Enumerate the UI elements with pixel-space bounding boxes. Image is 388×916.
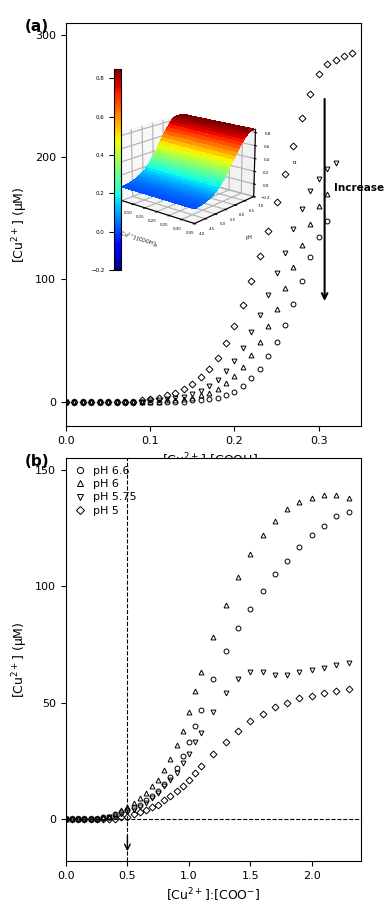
X-axis label: [Cu$^{2+}$]:[COOH]$_0$: [Cu$^{2+}$]:[COOH]$_0$ — [117, 229, 159, 251]
Y-axis label: [Cu$^{2+}$] (μM): [Cu$^{2+}$] (μM) — [10, 621, 30, 698]
X-axis label: [Cu$^{2+}$]:[COOH]$_0$: [Cu$^{2+}$]:[COOH]$_0$ — [162, 452, 265, 470]
Text: Increase of pH: Increase of pH — [334, 183, 388, 192]
Y-axis label: pH: pH — [246, 235, 253, 240]
X-axis label: [Cu$^{2+}$]:[COO$^{-}$]: [Cu$^{2+}$]:[COO$^{-}$] — [166, 887, 261, 904]
Legend: pH 6.6, pH 6, pH 5.75, pH 5: pH 6.6, pH 6, pH 5.75, pH 5 — [71, 463, 139, 518]
Y-axis label: [Cu$^{2+}$] (μM): [Cu$^{2+}$] (μM) — [10, 186, 29, 263]
Text: (b): (b) — [25, 454, 49, 469]
Text: (a): (a) — [25, 19, 49, 34]
